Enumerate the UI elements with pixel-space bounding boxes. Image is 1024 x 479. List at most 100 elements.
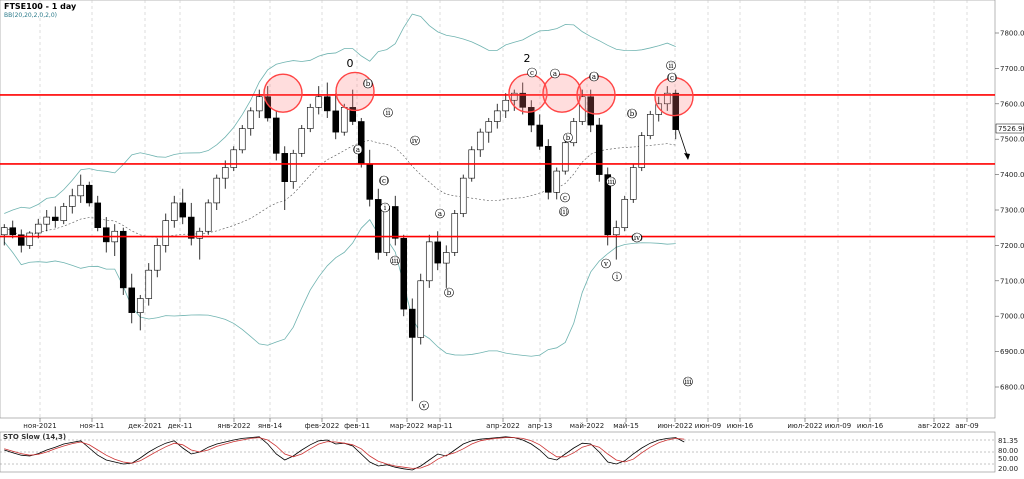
stochastic-oscillator — [0, 436, 995, 471]
candle-body — [306, 107, 314, 129]
y-tick-label: 6900.00 — [1000, 348, 1024, 356]
x-tick-label: мар-11 — [427, 422, 452, 430]
candle-body — [162, 220, 170, 246]
x-tick-label: авг-09 — [955, 422, 979, 430]
candle-body — [68, 195, 76, 207]
x-tick-label: май-15 — [613, 422, 639, 430]
candle-body — [272, 117, 280, 154]
candle-body — [425, 241, 433, 282]
wave-label-circle — [444, 287, 454, 298]
wave-label: b — [566, 134, 571, 142]
y-tick-label: 7000.00 — [1000, 313, 1024, 321]
wave-label: v — [603, 260, 608, 268]
wave-label: c — [563, 194, 567, 202]
wave-label: iv — [412, 137, 418, 145]
wave-label: a — [438, 210, 442, 218]
candle-body — [383, 206, 391, 253]
candle-body — [315, 96, 323, 108]
x-tick-label: апр-2022 — [486, 422, 520, 430]
candle-body — [587, 96, 595, 126]
candle-body — [476, 131, 484, 151]
wave-label: i — [616, 273, 619, 281]
forecast-arrowhead — [684, 153, 690, 160]
candle-body — [400, 238, 408, 310]
highlight-circle — [654, 77, 694, 117]
price-axis: 7800.00 7700.00 7600.00 7500.00 7400.00 7300.… — [995, 30, 1024, 392]
wave-label: a — [553, 70, 557, 78]
candle-body — [485, 121, 493, 133]
wave-label-circle — [589, 71, 599, 82]
wave-label: (c) — [667, 74, 677, 82]
osc-level-3: 50.00 — [998, 455, 1018, 463]
candle-body — [612, 227, 620, 236]
candle-body — [187, 216, 195, 239]
candle-body — [366, 163, 374, 200]
bollinger-bands — [3, 13, 676, 357]
candle-body — [230, 149, 238, 168]
highlight-circle — [335, 71, 375, 112]
bollinger-middle — [4, 140, 676, 238]
candle-body — [289, 153, 297, 182]
grid — [39, 0, 968, 418]
wave-label-circle — [559, 206, 569, 217]
wave-label: 2 — [524, 52, 531, 65]
wave-label-circle — [379, 175, 389, 186]
wave-label-circle — [390, 255, 400, 266]
x-tick-label: май-2022 — [570, 422, 604, 430]
osc-level-4: 20.00 — [998, 465, 1018, 473]
candle-body — [60, 206, 68, 221]
candle-body — [434, 241, 442, 264]
wave-label-circle — [632, 232, 642, 243]
indicator-label: BB(20,20,2,0,2,0) — [4, 12, 57, 19]
candle-body — [536, 124, 544, 147]
wave-label: v — [421, 402, 426, 410]
candle-body — [374, 199, 382, 253]
wave-label-circle — [683, 376, 693, 387]
y-tick-label: 7200.00 — [1000, 242, 1024, 250]
x-tick-label: июл-16 — [857, 422, 884, 430]
main-pane-frame — [0, 0, 996, 419]
candle-body — [51, 216, 59, 221]
x-tick-label: апр-13 — [528, 422, 553, 430]
candle-body — [646, 114, 654, 136]
wave-label-circle — [606, 176, 616, 187]
candle-body — [570, 121, 578, 144]
highlight-circle — [508, 73, 548, 113]
x-tick-label: авг-2022 — [918, 422, 950, 430]
wave-label-circle — [383, 107, 393, 118]
highlight-circles — [263, 71, 694, 117]
candle-body — [332, 110, 340, 133]
candle-body — [672, 92, 680, 130]
candle-body — [119, 230, 127, 289]
wave-label: (a) — [589, 73, 599, 81]
candle-body — [417, 280, 425, 338]
candle-body — [595, 124, 603, 175]
wave-label: (iv) — [631, 234, 643, 242]
candle-body — [0, 227, 8, 236]
candle-body — [561, 142, 569, 172]
wave-label-circle — [380, 202, 390, 213]
candle-body — [323, 96, 331, 112]
wave-label-circle — [527, 67, 537, 78]
x-tick-label: янв-2022 — [217, 422, 250, 430]
candle-body — [340, 107, 348, 133]
y-tick-label: 7600.00 — [1000, 100, 1024, 108]
wave-label: iii — [685, 378, 692, 386]
candle-body — [544, 145, 552, 193]
y-tick-label: 6800.00 — [1000, 384, 1024, 392]
wave-label-circle — [601, 258, 611, 269]
forecast-arrow — [677, 127, 689, 159]
candle-body — [221, 167, 229, 179]
candle-body — [255, 96, 263, 112]
wave-label: (b) — [363, 80, 373, 88]
candle-body — [153, 245, 161, 271]
candle-body — [663, 92, 671, 105]
x-tick-label: фев-2022 — [305, 422, 340, 430]
resistance-levels — [0, 94, 995, 238]
x-tick-label: фев-11 — [344, 422, 370, 430]
x-tick-label: июл-09 — [825, 422, 851, 430]
wave-label: ii — [386, 109, 391, 117]
